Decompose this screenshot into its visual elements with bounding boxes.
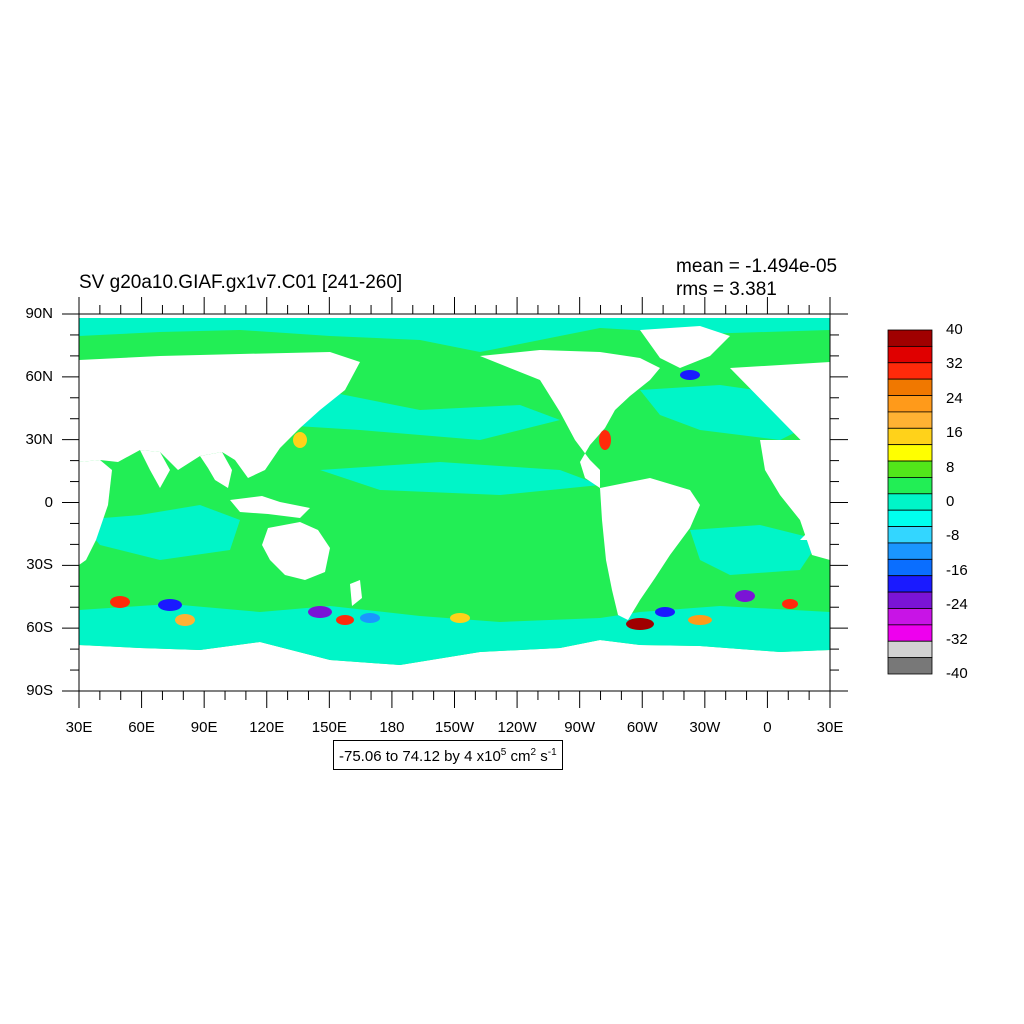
colorbar-label: 16: [946, 424, 963, 442]
x-tick-label: 30E: [65, 719, 93, 736]
colorbar-segment: [887, 411, 933, 429]
info-mid: cm: [506, 748, 531, 765]
colorbar-segment: [887, 542, 933, 560]
colorbar-segment: [887, 657, 933, 675]
info-tail: s: [536, 748, 548, 765]
x-tick-label: 30W: [689, 719, 721, 736]
colorbar-segment: [887, 345, 933, 364]
colorbar-segment: [887, 575, 933, 593]
colorbar-label: 32: [946, 355, 963, 373]
colorbar-segment: [887, 477, 933, 495]
x-tick-label: 60W: [626, 719, 658, 736]
rms-label: rms = 3.381: [676, 279, 777, 300]
info-prefix: -75.06 to 74.12 by 4 x10: [339, 748, 501, 765]
colorbar-segment: [887, 329, 933, 347]
pacific-patch-eq: [320, 462, 600, 495]
x-tick-label: 30E: [816, 719, 844, 736]
y-tick-label: 60N: [25, 367, 53, 385]
info-exp3: -1: [547, 747, 557, 758]
y-tick-label: 30N: [25, 430, 53, 448]
colorbar-label: -40: [946, 665, 968, 682]
land-seasia: [200, 452, 232, 488]
colorbar-segment: [887, 624, 933, 642]
colorbar-segment: [887, 608, 933, 626]
eddy-hotspots: [110, 370, 798, 630]
land-greenland: [640, 326, 730, 368]
colorbar-segment: [887, 378, 933, 396]
x-tick-label: 120E: [249, 719, 285, 736]
land-north-america: [480, 350, 660, 488]
colorbar-segment: [887, 526, 933, 544]
colorbar-segment: [887, 460, 933, 478]
colorbar-segment: [887, 444, 933, 462]
colorbar-label: 24: [946, 389, 963, 407]
colorbar: [887, 329, 933, 675]
colorbar-segment: [887, 362, 933, 380]
x-tick-label: 120W: [497, 719, 537, 736]
colorbar-segment: [887, 493, 933, 511]
x-tick-label: 90W: [564, 719, 596, 736]
colorbar-segment: [887, 427, 933, 446]
land-antarctica: [79, 648, 830, 691]
land-africa-right: [760, 440, 830, 560]
info-exp2: 2: [530, 747, 537, 758]
colorbar-label: 8: [946, 458, 955, 476]
colorbar-segment: [887, 591, 933, 609]
map-field: [79, 314, 830, 691]
colorbar-label: -24: [946, 596, 968, 614]
x-tick-label: 60E: [128, 719, 155, 736]
land-south-america: [600, 478, 700, 620]
x-tick-label: 0: [763, 719, 772, 736]
x-tick-label: 150E: [311, 719, 347, 736]
y-tick-label: 90S: [26, 682, 53, 699]
land-australia: [262, 522, 330, 580]
indian-patch: [79, 505, 240, 560]
x-tick-label: 150W: [434, 719, 475, 736]
x-tick-label: 90E: [190, 719, 218, 736]
south-atlantic-patch: [690, 525, 820, 575]
y-tick-label: 90N: [25, 305, 53, 322]
contour-info-box: -75.06 to 74.12 by 4 x105 cm2 s-1: [333, 740, 563, 770]
axis-ticks: [62, 297, 848, 708]
colorbar-segment: [887, 640, 933, 659]
land-africa-left: [79, 460, 112, 565]
land-eurasia: [79, 352, 360, 478]
colorbar-segment: [887, 395, 933, 413]
colorbar-label: -16: [946, 561, 968, 579]
colorbar-label: -32: [946, 630, 968, 648]
colorbar-segment: [887, 509, 933, 527]
y-tick-label: 30S: [26, 556, 53, 574]
colorbar-segment: [887, 558, 933, 577]
info-exp1: 5: [500, 747, 507, 758]
y-tick-label: 0: [44, 493, 53, 511]
arctic-band: [79, 318, 830, 352]
land-indonesia: [230, 496, 310, 518]
land-newzealand: [350, 580, 362, 606]
colorbar-label: 40: [946, 321, 963, 338]
plot-title: SV g20a10.GIAF.gx1v7.C01 [241-260]: [79, 272, 403, 293]
y-tick-label: 60S: [26, 619, 53, 637]
x-tick-label: 180: [379, 719, 405, 736]
mean-label: mean = -1.494e-05: [676, 256, 838, 277]
land-india: [140, 450, 170, 488]
colorbar-label: -8: [946, 527, 960, 545]
colorbar-label: 0: [946, 493, 955, 510]
